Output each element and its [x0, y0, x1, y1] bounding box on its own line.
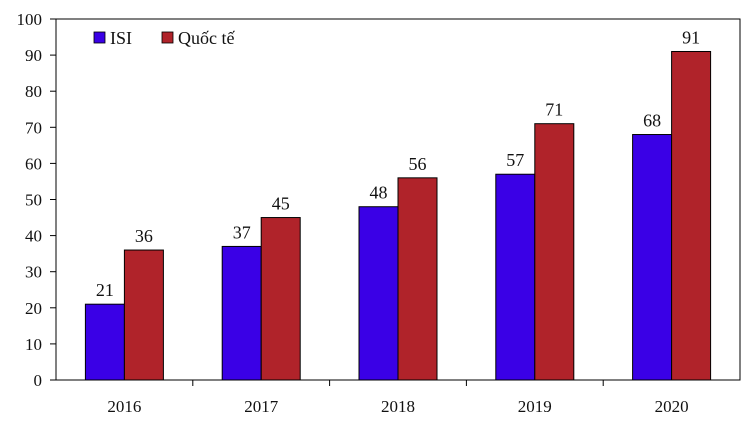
data-label: 68	[643, 111, 661, 131]
bar-isi	[495, 173, 536, 381]
y-tick-label: 20	[25, 299, 42, 318]
x-tick-label: 2016	[107, 397, 141, 416]
data-labels: 21 37 48 57 68 36 45 56 71 91	[96, 27, 700, 300]
y-tick-label: 0	[34, 371, 43, 390]
data-label: 91	[682, 27, 700, 47]
y-tick-label: 100	[17, 10, 43, 29]
data-label: 57	[506, 150, 524, 170]
x-axis: 2016 2017 2018 2019 2020	[107, 380, 689, 416]
bar-isi	[84, 303, 125, 381]
x-tick-label: 2020	[655, 397, 689, 416]
x-tick-label: 2019	[518, 397, 552, 416]
data-label: 21	[96, 280, 114, 300]
y-axis: 0 10 20 30 40 50 60 70 80 90 100	[17, 10, 56, 390]
data-label: 48	[370, 183, 388, 203]
data-label: 36	[135, 226, 153, 246]
y-tick-label: 30	[25, 263, 42, 282]
x-tick-label: 2017	[244, 397, 279, 416]
legend-swatch	[161, 31, 174, 44]
bar-isi	[221, 245, 262, 381]
data-label: 56	[409, 154, 427, 174]
y-tick-label: 70	[25, 118, 42, 137]
y-tick-label: 80	[25, 82, 42, 101]
legend-label: ISI	[110, 28, 132, 48]
legend-label: Quốc tế	[178, 28, 235, 48]
x-tick-label: 2018	[381, 397, 415, 416]
bar-quoc-te	[397, 177, 438, 381]
data-label: 37	[233, 222, 251, 242]
y-tick-label: 50	[25, 191, 42, 210]
bar-quoc-te	[123, 249, 164, 381]
y-tick-label: 40	[25, 227, 42, 246]
legend-swatch	[93, 31, 106, 44]
y-tick-label: 90	[25, 46, 42, 65]
data-label: 45	[272, 194, 290, 214]
y-tick-label: 10	[25, 335, 42, 354]
bars	[84, 50, 712, 381]
bar-isi	[632, 134, 673, 381]
bar-quoc-te	[260, 217, 301, 381]
bar-quoc-te	[534, 123, 575, 381]
y-tick-label: 60	[25, 154, 42, 173]
legend: ISI Quốc tế	[93, 28, 235, 48]
bar-quoc-te	[671, 50, 712, 381]
bar-isi	[358, 206, 399, 381]
data-label: 71	[545, 100, 563, 120]
